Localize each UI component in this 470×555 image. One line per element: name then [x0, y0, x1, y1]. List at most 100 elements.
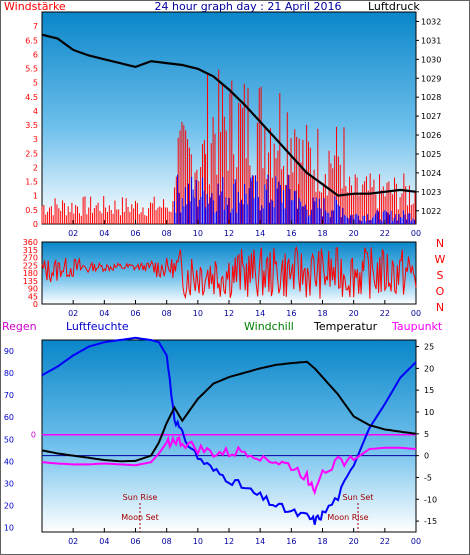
pressure-y-tick-label: 1022 — [421, 207, 441, 216]
x-tick-label: 12 — [224, 229, 234, 238]
wind-y-tick-label: 5.5 — [25, 65, 38, 74]
wind-y-tick-label: 4.5 — [25, 93, 38, 102]
wind-direction-line — [41, 245, 417, 300]
pressure-y-tick-label: 1031 — [421, 36, 441, 45]
temperature-y-tick-label: -15 — [424, 517, 437, 526]
x-tick-label: 00 — [411, 229, 421, 238]
temperature-y-tick-label: 0 — [424, 452, 429, 461]
humidity-y-tick-label: 10 — [4, 524, 14, 533]
x-tick-label: 06 — [130, 229, 140, 238]
rain-label: Regen — [2, 320, 37, 333]
wind-y-tick-label: 4 — [33, 107, 38, 116]
dewpoint-line — [41, 435, 417, 496]
wind-y-tick-label: 2.5 — [25, 149, 38, 158]
x-tick-label: 16 — [286, 537, 296, 546]
x-tick-label: 22 — [380, 229, 390, 238]
wind-y-tick-label: 1 — [33, 192, 38, 201]
direction-y-tick-label: 0 — [33, 300, 38, 309]
x-tick-label: 18 — [317, 537, 327, 546]
humidity-y-tick-label: 30 — [4, 479, 14, 488]
pressure-y-tick-label: 1032 — [421, 17, 441, 26]
wind-y-tick-label: 2 — [33, 163, 38, 172]
x-tick-label: 02 — [68, 229, 78, 238]
x-tick-label: 18 — [317, 309, 327, 318]
pressure-y-tick-label: 1026 — [421, 131, 441, 140]
pressure-label: Luftdruck — [368, 0, 420, 13]
x-tick-label: 04 — [99, 229, 109, 238]
x-tick-label: 04 — [99, 537, 109, 546]
wind-pressure-plot-area — [41, 11, 417, 225]
wind-pressure-panel: 00.511.522.533.544.555.566.57 1022102310… — [25, 11, 441, 238]
moon-rise-annotation: Moon Rise — [327, 513, 368, 522]
humidity-y-tick-label: 90 — [4, 347, 14, 356]
x-tick-label: 00 — [411, 537, 421, 546]
pressure-line — [41, 33, 417, 197]
humidity-line — [41, 336, 417, 525]
x-tick-label: 16 — [286, 309, 296, 318]
x-tick-label: 22 — [380, 537, 390, 546]
direction-y-tick-label: 135 — [23, 277, 38, 286]
x-tick-label: 12 — [224, 309, 234, 318]
compass-direction-label: O — [436, 285, 445, 298]
pressure-y-tick-label: 1024 — [421, 169, 441, 178]
pressure-y-tick-label: 1029 — [421, 74, 441, 83]
x-tick-label: 02 — [68, 309, 78, 318]
direction-y-tick-label: 360 — [23, 238, 38, 247]
x-tick-label: 16 — [286, 229, 296, 238]
pressure-y-tick-label: 1027 — [421, 112, 441, 121]
windchill-label: Windchill — [244, 320, 294, 333]
temperature-y-tick-label: -5 — [424, 473, 432, 482]
x-tick-label: 18 — [317, 229, 327, 238]
temperature-y-tick-label: 5 — [424, 430, 429, 439]
wind-y-tick-label: 0 — [33, 220, 38, 229]
x-tick-label: 10 — [193, 229, 203, 238]
x-tick-label: 10 — [193, 309, 203, 318]
humidity-y-tick-label: 40 — [4, 457, 14, 466]
wind-y-tick-label: 3.5 — [25, 121, 38, 130]
x-tick-label: 08 — [162, 309, 172, 318]
x-tick-label: 00 — [411, 309, 421, 318]
x-tick-label: 12 — [224, 537, 234, 546]
x-tick-label: 14 — [255, 229, 265, 238]
wind-y-tick-label: 7 — [33, 22, 38, 31]
pressure-y-tick-label: 1028 — [421, 93, 441, 102]
temperature-humidity-panel: 10 20 30 40 50 60 70 80 90 0 -15 -10 -5 0 5 10 15 20 25 0… — [4, 336, 437, 546]
compass-direction-label: N — [436, 237, 444, 250]
wind-y-tick-label: 6.5 — [25, 36, 38, 45]
rain-y-tick-label: 0 — [31, 431, 36, 440]
humidity-label: Luftfeuchte — [66, 320, 129, 333]
x-tick-label: 20 — [349, 229, 359, 238]
humidity-y-tick-label: 60 — [4, 413, 14, 422]
direction-y-tick-label: 225 — [23, 261, 38, 270]
dewpoint-label: Taupunkt — [391, 320, 443, 333]
x-tick-label: 22 — [380, 309, 390, 318]
temperature-label: Temperatur — [313, 320, 378, 333]
x-tick-label: 14 — [255, 309, 265, 318]
x-tick-label: 20 — [349, 309, 359, 318]
compass-direction-label: W — [435, 253, 446, 266]
x-tick-label: 08 — [162, 229, 172, 238]
x-tick-label: 06 — [130, 309, 140, 318]
wind-y-tick-label: 5 — [33, 79, 38, 88]
wind-speed-label: Windstärke — [4, 0, 66, 13]
humidity-y-tick-label: 20 — [4, 502, 14, 511]
graph-title: 24 hour graph day : 21 April 2016 — [155, 0, 342, 13]
direction-y-tick-label: 90 — [28, 285, 38, 294]
moon-set-annotation: Moon Set — [121, 513, 158, 522]
direction-y-tick-label: 45 — [28, 292, 38, 301]
x-tick-label: 14 — [255, 537, 265, 546]
temperature-y-tick-label: 15 — [424, 386, 434, 395]
x-tick-label: 02 — [68, 537, 78, 546]
pressure-y-tick-label: 1025 — [421, 150, 441, 159]
pressure-y-tick-label: 1030 — [421, 55, 441, 64]
wind-y-tick-label: 0.5 — [25, 206, 38, 215]
direction-y-tick-label: 270 — [23, 254, 38, 263]
sun-rise-annotation: Sun Rise — [123, 493, 158, 502]
x-tick-label: 20 — [349, 537, 359, 546]
x-tick-label: 08 — [162, 537, 172, 546]
humidity-y-tick-label: 70 — [4, 391, 14, 400]
temperature-humidity-plot-area — [41, 339, 417, 533]
humidity-y-tick-label: 50 — [4, 435, 14, 444]
